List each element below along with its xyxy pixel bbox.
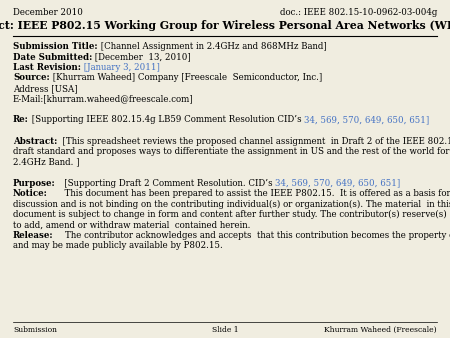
Text: 34, 569, 570, 649, 650, 651]: 34, 569, 570, 649, 650, 651] [304,116,429,124]
Text: [January 3, 2011]: [January 3, 2011] [81,63,160,72]
Text: [This spreadsheet reviews the proposed channel assignment  in Draft 2 of the IEE: [This spreadsheet reviews the proposed c… [58,137,450,145]
Text: Notice:: Notice: [13,189,48,198]
Text: Submission Title:: Submission Title: [13,42,98,51]
Text: Purpose:: Purpose: [13,178,56,188]
Text: The contributor acknowledges and accepts  that this contribution becomes the pro: The contributor acknowledges and accepts… [54,231,450,240]
Text: [Channel Assignment in 2.4GHz and 868MHz Band]: [Channel Assignment in 2.4GHz and 868MHz… [98,42,326,51]
Text: Slide 1: Slide 1 [212,326,239,334]
Text: Submission: Submission [13,326,57,334]
Text: and may be made publicly available by P802.15.: and may be made publicly available by P8… [13,241,223,250]
Text: [Supporting IEEE 802.15.4g LB59 Comment Resolution CID’s: [Supporting IEEE 802.15.4g LB59 Comment … [29,116,304,124]
Text: E-Mail:[khurram.waheed@freescale.com]: E-Mail:[khurram.waheed@freescale.com] [13,95,194,103]
Text: Address [USA]: Address [USA] [13,84,77,93]
Text: to add, amend or withdraw material  contained herein.: to add, amend or withdraw material conta… [13,220,250,230]
Text: 34, 569, 570, 649, 650, 651]: 34, 569, 570, 649, 650, 651] [275,178,400,188]
Text: Re:: Re: [13,116,29,124]
Text: [Supporting Draft 2 Comment Resolution. CID’s: [Supporting Draft 2 Comment Resolution. … [56,178,275,188]
Text: Project: IEEE P802.15 Working Group for Wireless Personal Area Networks (WPANs): Project: IEEE P802.15 Working Group for … [0,20,450,31]
Text: 2.4GHz Band. ]: 2.4GHz Band. ] [13,158,80,167]
Text: discussion and is not binding on the contributing individual(s) or organization(: discussion and is not binding on the con… [13,199,450,209]
Text: Last Revision:: Last Revision: [13,63,81,72]
Text: Date Submitted:: Date Submitted: [13,52,92,62]
Text: Release:: Release: [13,231,54,240]
Text: December 2010: December 2010 [13,8,83,17]
Text: This document has been prepared to assist the IEEE P802.15.  It is offered as a : This document has been prepared to assis… [48,189,450,198]
Text: Abstract:: Abstract: [13,137,58,145]
Text: Source:: Source: [13,73,50,82]
Text: document is subject to change in form and content after further study. The contr: document is subject to change in form an… [13,210,450,219]
Text: [Khurram Waheed] Company [Freescale  Semiconductor, Inc.]: [Khurram Waheed] Company [Freescale Semi… [50,73,322,82]
Text: Khurram Waheed (Freescale): Khurram Waheed (Freescale) [324,326,437,334]
Text: [December  13, 2010]: [December 13, 2010] [92,52,191,62]
Text: doc.: IEEE 802.15-10-0962-03-004g: doc.: IEEE 802.15-10-0962-03-004g [279,8,437,17]
Text: draft standard and proposes ways to differentiate the assignment in US and the r: draft standard and proposes ways to diff… [13,147,450,156]
